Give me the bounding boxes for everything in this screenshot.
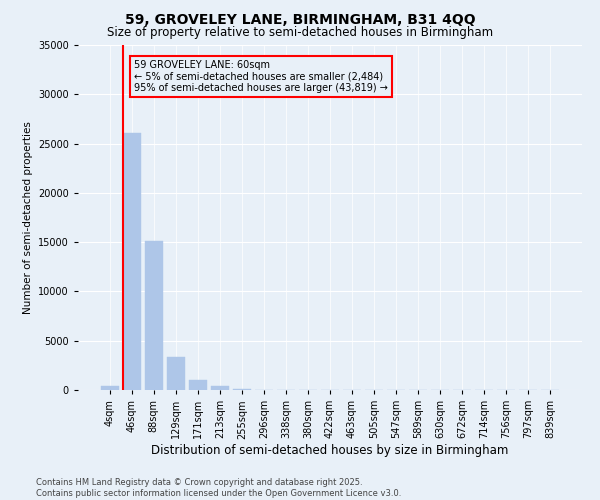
Bar [123,132,140,390]
Bar [189,380,206,390]
Text: Contains HM Land Registry data © Crown copyright and database right 2025.
Contai: Contains HM Land Registry data © Crown c… [36,478,401,498]
Text: Size of property relative to semi-detached houses in Birmingham: Size of property relative to semi-detach… [107,26,493,39]
Text: 59, GROVELEY LANE, BIRMINGHAM, B31 4QQ: 59, GROVELEY LANE, BIRMINGHAM, B31 4QQ [125,12,475,26]
X-axis label: Distribution of semi-detached houses by size in Birmingham: Distribution of semi-detached houses by … [151,444,509,457]
Bar [101,386,119,390]
Bar [167,358,185,390]
Bar [145,241,163,390]
Text: 59 GROVELEY LANE: 60sqm
← 5% of semi-detached houses are smaller (2,484)
95% of : 59 GROVELEY LANE: 60sqm ← 5% of semi-det… [134,60,388,93]
Bar [233,388,251,390]
Bar [211,386,229,390]
Y-axis label: Number of semi-detached properties: Number of semi-detached properties [23,121,32,314]
